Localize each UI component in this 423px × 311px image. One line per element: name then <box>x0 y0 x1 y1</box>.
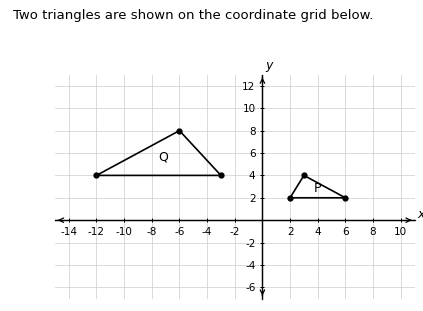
Text: x: x <box>418 208 423 221</box>
Text: P: P <box>314 182 321 195</box>
Text: Two triangles are shown on the coordinate grid below.: Two triangles are shown on the coordinat… <box>13 9 373 22</box>
Text: y: y <box>266 59 273 72</box>
Text: Q: Q <box>158 151 168 164</box>
